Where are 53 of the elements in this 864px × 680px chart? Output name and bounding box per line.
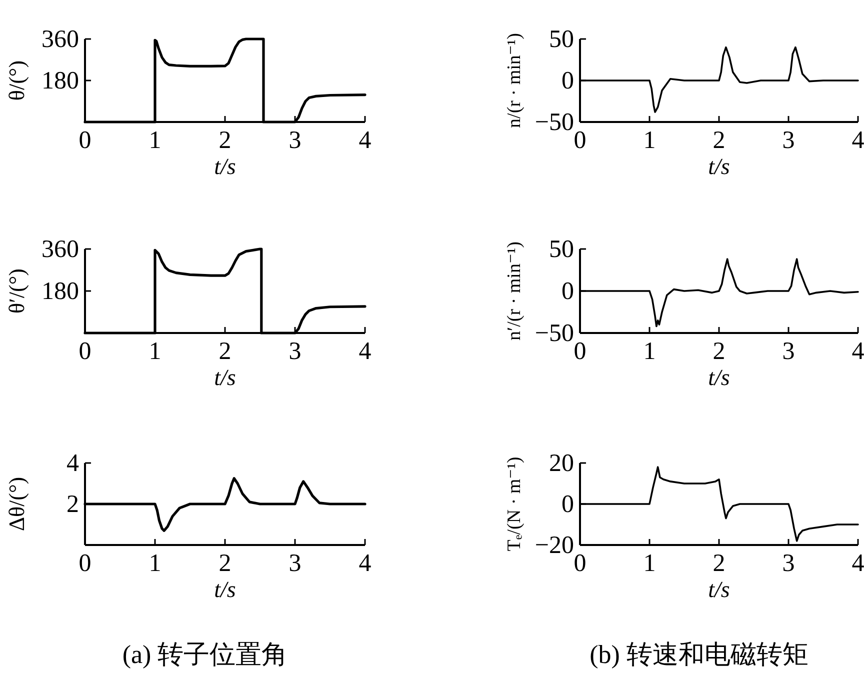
x-tick-label: 2 [218, 338, 232, 365]
x-tick-label: 2 [712, 550, 726, 577]
y-tick-label: 0 [562, 278, 574, 305]
x-tick-label: 1 [643, 338, 656, 365]
x-tick-label: 3 [782, 338, 795, 365]
y-axis-title: Tₑ/(N · m⁻¹) [504, 456, 525, 552]
y-tick-label: 4 [66, 450, 80, 477]
x-tick-label: 4 [358, 550, 372, 577]
x-tick-label: 4 [852, 127, 864, 154]
x-tick-label: 1 [643, 550, 656, 577]
y-tick-label: −50 [534, 320, 574, 347]
x-axis-title: t/s [708, 154, 730, 179]
y-tick-label: 360 [42, 26, 79, 53]
x-tick-label: 1 [148, 550, 162, 577]
y-tick-label: 360 [42, 236, 79, 263]
x-tick-label: 3 [782, 550, 795, 577]
x-axis-title: t/s [214, 154, 236, 179]
x-axis-title: t/s [214, 577, 236, 602]
y-tick-label: 180 [42, 278, 79, 305]
y-tick-label: 0 [562, 491, 574, 518]
y-tick-label: −50 [534, 109, 574, 136]
text: (a) 转子位置角 [122, 640, 288, 669]
y-tick-label: 50 [549, 26, 574, 53]
y-axis-title: n/(r · min⁻¹) [504, 33, 525, 128]
x-tick-label: 2 [712, 127, 726, 154]
x-axis-title: t/s [708, 577, 730, 602]
text: (b) 转速和电磁转矩 [590, 640, 808, 669]
x-axis-title: t/s [708, 365, 730, 390]
y-tick-label: 180 [42, 68, 79, 94]
x-axis-title: t/s [214, 365, 236, 390]
x-tick-label: 2 [218, 127, 232, 154]
x-tick-label: 2 [712, 338, 726, 365]
x-tick-label: 1 [148, 127, 162, 154]
x-tick-label: 1 [643, 127, 656, 154]
x-tick-label: 4 [852, 338, 864, 365]
y-axis-title: Δθ/(°) [4, 476, 29, 532]
x-tick-label: 4 [852, 550, 864, 577]
y-axis-title: θ/(°) [4, 60, 29, 101]
x-tick-label: 3 [782, 127, 795, 154]
y-tick-label: 50 [549, 236, 574, 263]
y-tick-label: 0 [562, 68, 574, 94]
x-tick-label: 2 [218, 550, 232, 577]
x-tick-label: 3 [288, 338, 302, 365]
x-tick-label: 4 [358, 338, 372, 365]
y-axis-title: θ′/(°) [4, 268, 29, 314]
x-tick-label: 1 [148, 338, 162, 365]
y-tick-label: −20 [534, 532, 574, 559]
y-tick-label: 2 [66, 491, 79, 518]
x-tick-label: 3 [288, 550, 302, 577]
y-axis-title: n′/(r · min⁻¹) [504, 241, 525, 341]
x-tick-label: 3 [288, 127, 302, 154]
x-tick-label: 4 [358, 127, 372, 154]
y-tick-label: 20 [549, 450, 574, 477]
